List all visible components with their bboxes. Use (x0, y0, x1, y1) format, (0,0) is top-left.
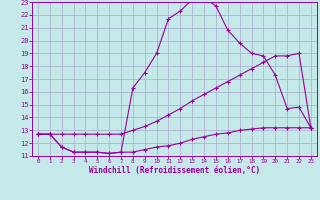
X-axis label: Windchill (Refroidissement éolien,°C): Windchill (Refroidissement éolien,°C) (89, 166, 260, 175)
